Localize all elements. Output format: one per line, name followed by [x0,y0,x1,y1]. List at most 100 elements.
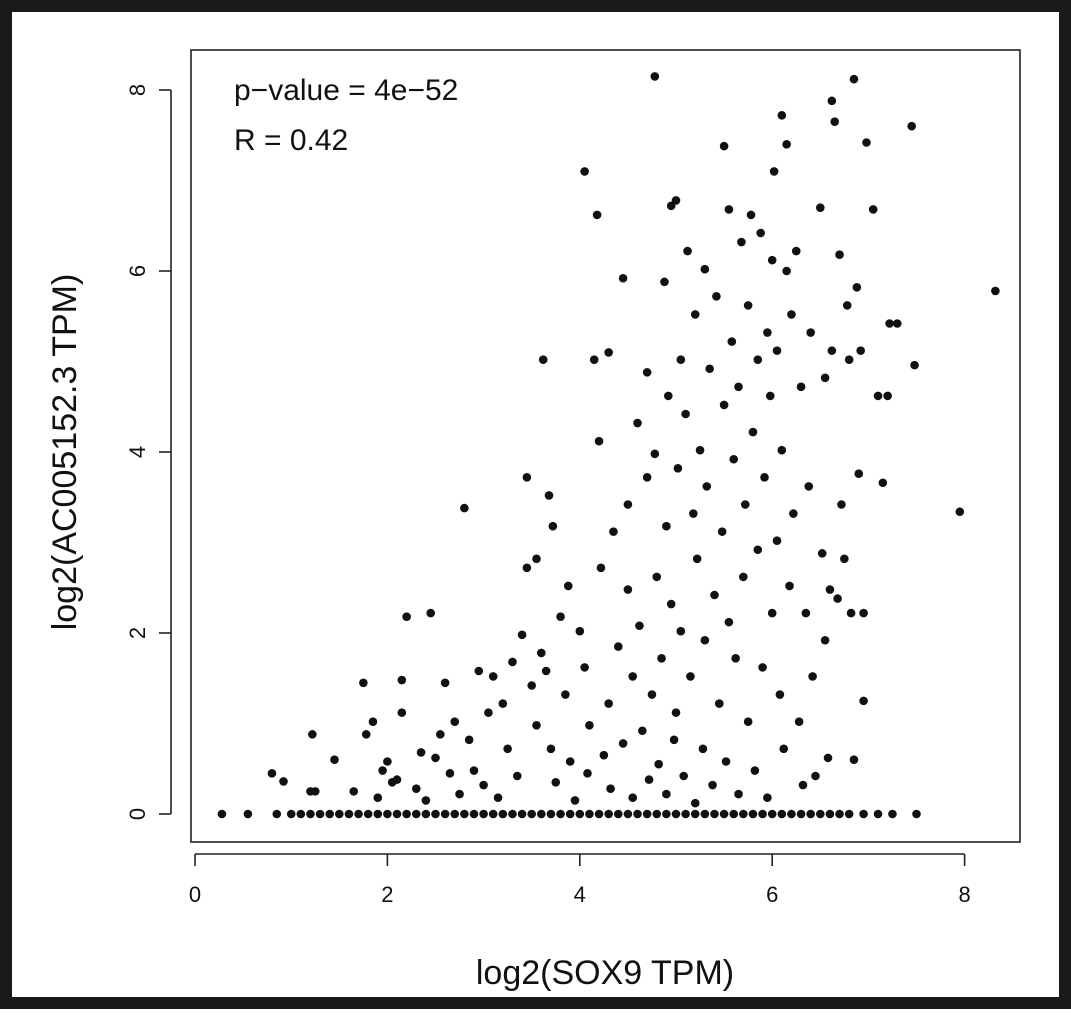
y-tick-label: 8 [125,84,150,96]
data-point [689,509,698,518]
data-point [854,469,864,479]
data-point [361,730,371,739]
data-point [662,521,671,531]
data-point [267,768,277,778]
data-point [830,117,840,126]
data-point [823,753,833,763]
data-point [825,809,835,819]
data-point [849,74,859,84]
data-point [583,768,592,778]
data-point [373,793,383,803]
data-point [769,167,779,176]
data-point [859,809,868,819]
data-point [662,789,671,799]
data-point [673,463,683,473]
data-point [421,796,431,805]
data-point [767,608,777,618]
data-point [613,642,623,651]
data-point [479,780,488,790]
data-point [604,809,613,819]
data-point [955,507,965,517]
data-point [548,521,558,531]
data-point [714,699,724,708]
data-point [647,690,657,699]
data-point [538,355,548,364]
data-point [746,210,756,220]
data-point [411,809,421,819]
data-point [767,809,777,819]
data-point [702,482,712,491]
data-point [623,809,633,819]
y-tick-label: 0 [125,808,150,820]
data-point [644,775,654,784]
data-point [721,757,731,766]
data-points [217,72,1000,819]
data-point [794,717,804,726]
data-point [575,809,585,819]
data-point [541,666,551,676]
data-point [609,527,618,536]
data-point [537,648,546,658]
data-point [635,621,644,631]
data-point [469,766,479,775]
data-point [690,798,700,808]
data-point [669,735,679,745]
data-point [217,809,227,819]
data-point [411,784,421,793]
x-tick-label: 8 [958,882,970,907]
data-point [695,445,705,455]
data-point [690,310,700,319]
data-point [315,809,325,819]
data-point [551,778,561,787]
data-point [779,744,789,754]
data-point [296,809,306,819]
data-point [546,809,556,819]
data-point [734,382,743,392]
data-point [679,771,688,781]
data-point [698,744,708,754]
data-point [592,210,602,220]
data-point [686,672,695,681]
data-point [623,585,633,594]
plot-area-border [190,49,1021,843]
data-point [594,436,604,446]
data-point [910,360,919,370]
data-point [354,809,363,819]
data-point [397,708,407,717]
data-point [613,809,623,819]
data-point [556,809,565,819]
data-point [363,809,373,819]
data-point [816,809,825,819]
data-point [642,368,652,377]
data-point [599,750,609,760]
x-tick-label: 0 [189,882,201,907]
data-point [469,809,479,819]
data-point [724,617,734,627]
data-point [856,346,866,355]
data-point [589,355,599,364]
data-point [719,141,729,151]
data-point [796,809,806,819]
data-point [676,626,686,636]
data-point [580,663,589,672]
data-point [683,246,692,256]
data-point [676,355,686,364]
data-point [708,780,717,790]
data-point [565,809,575,819]
data-point [527,681,536,690]
data-point [844,355,854,364]
data-point [717,527,727,536]
data-point [763,328,772,337]
data-point [705,364,714,374]
data-point [710,809,719,819]
data-point [421,809,431,819]
data-point [652,572,662,582]
data-point [426,608,435,618]
data-point [596,563,606,573]
data-point [825,585,835,594]
y-tick-label: 6 [125,265,150,277]
data-point [777,445,787,455]
data-point [652,809,662,819]
scatter-plot: 0 2 4 6 8 0 2 4 6 8 p−value = 4e−52 R = 0.42 log… [46,49,1021,992]
